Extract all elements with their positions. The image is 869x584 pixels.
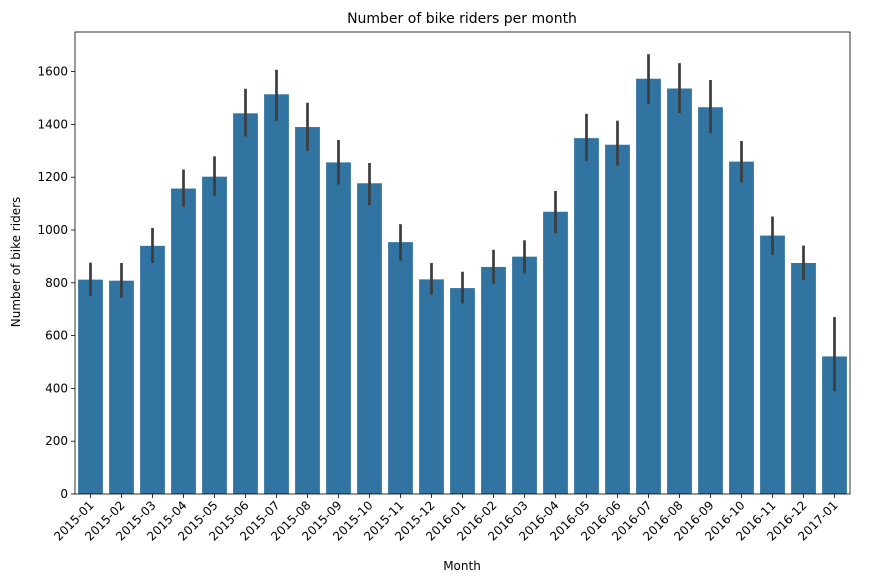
x-axis-label: Month bbox=[443, 559, 481, 573]
x-axis: 2015-012015-022015-032015-042015-052015-… bbox=[51, 494, 841, 544]
bar-2016-04 bbox=[543, 211, 568, 494]
bar-2015-01 bbox=[78, 279, 103, 494]
bar-2015-09 bbox=[326, 162, 351, 494]
y-axis: 0 200 400 600 800 1000 1200 1400 1600 bbox=[37, 65, 75, 501]
bar-2016-03 bbox=[512, 256, 537, 494]
error-bars-group bbox=[89, 54, 836, 392]
plot-frame bbox=[74, 31, 851, 495]
bar-2016-11 bbox=[760, 235, 785, 494]
bar-2016-07 bbox=[636, 78, 661, 494]
bar-2015-12 bbox=[419, 279, 444, 494]
bar-2015-08 bbox=[295, 127, 320, 494]
y-tick-label: 1600 bbox=[37, 65, 68, 79]
bar-2015-11 bbox=[388, 242, 413, 494]
chart-title: Number of bike riders per month bbox=[347, 11, 577, 27]
bar-2016-05 bbox=[574, 138, 599, 495]
bar-2016-08 bbox=[667, 88, 692, 494]
bar-2016-09 bbox=[698, 107, 723, 495]
y-tick-label: 200 bbox=[45, 434, 68, 448]
bar-2016-01 bbox=[450, 288, 475, 494]
bar-2016-10 bbox=[729, 161, 754, 494]
bar-2015-07 bbox=[264, 94, 289, 494]
y-axis-label: Number of bike riders bbox=[9, 197, 23, 328]
y-tick-label: 1400 bbox=[37, 117, 68, 131]
y-tick-label: 1000 bbox=[37, 223, 68, 237]
y-tick-label: 800 bbox=[45, 276, 68, 290]
bar-2015-03 bbox=[140, 245, 165, 494]
y-tick-label: 1200 bbox=[37, 170, 68, 184]
bar-2015-05 bbox=[202, 176, 227, 494]
bar-2016-12 bbox=[791, 263, 816, 494]
bar-2015-06 bbox=[233, 113, 258, 494]
bar-2015-04 bbox=[171, 188, 196, 494]
bars-group bbox=[78, 78, 847, 495]
y-tick-label: 400 bbox=[45, 381, 68, 395]
bar-2016-06 bbox=[605, 144, 630, 494]
bar-2015-10 bbox=[357, 183, 382, 494]
bar-2015-02 bbox=[109, 280, 134, 494]
y-tick-label: 0 bbox=[60, 487, 68, 501]
y-tick-label: 600 bbox=[45, 329, 68, 343]
bar-2016-02 bbox=[481, 266, 506, 494]
